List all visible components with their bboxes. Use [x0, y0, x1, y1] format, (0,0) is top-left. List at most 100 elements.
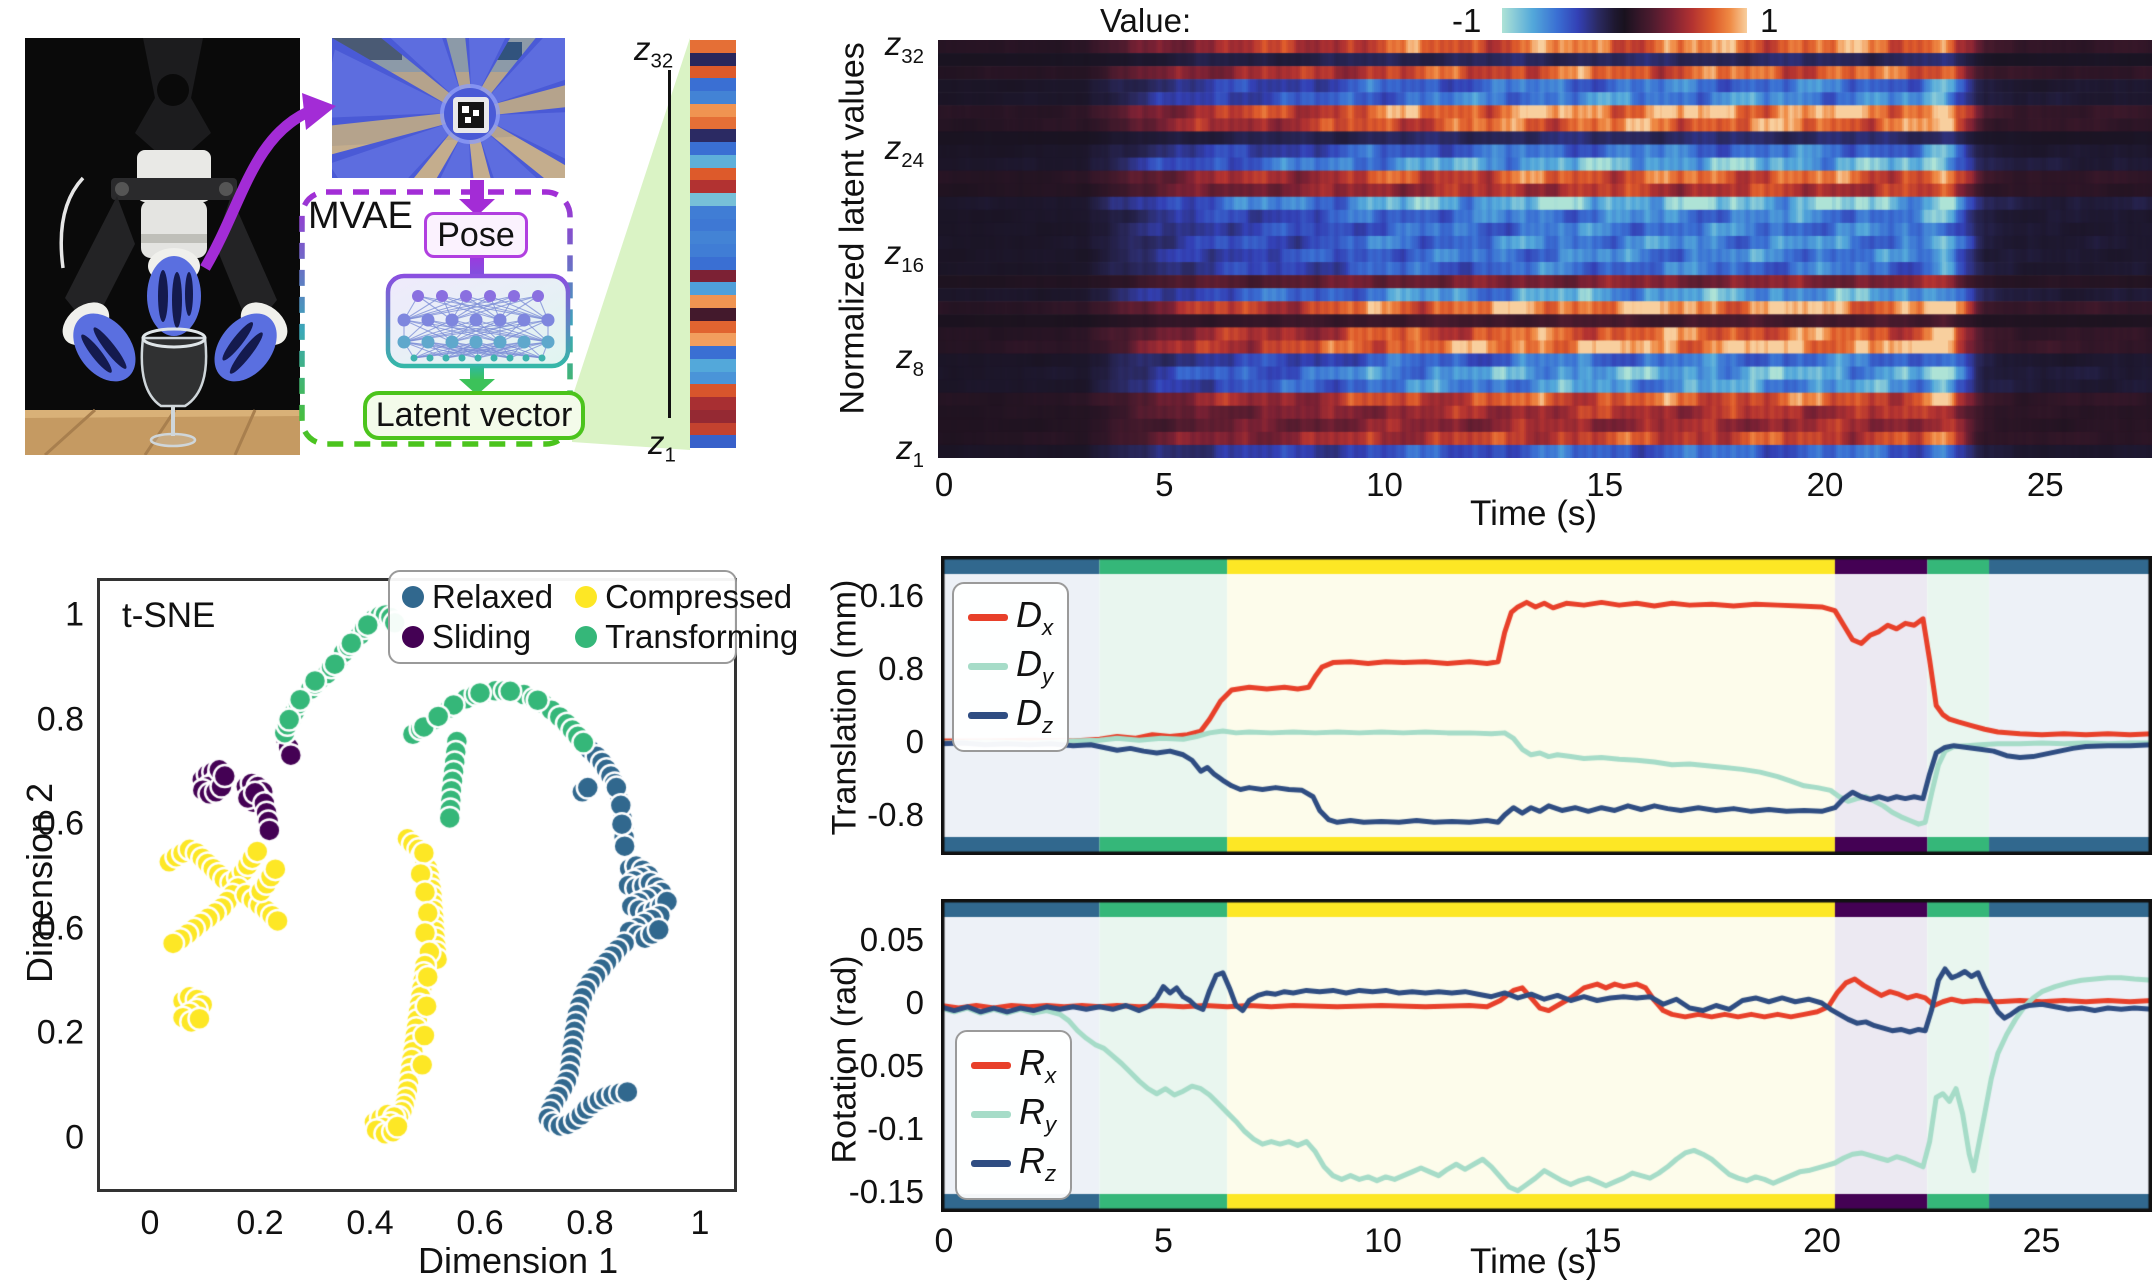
wine-glass [140, 327, 208, 448]
heatmap-ytick: z16 [884, 233, 924, 277]
legend-line-icon [968, 614, 1008, 622]
latent-strip-cell [690, 218, 736, 232]
latent-strip-cell [690, 269, 736, 283]
heatmap-ytick: z8 [896, 338, 924, 381]
latent-strip-cell [690, 422, 736, 436]
camera-to-pose-arrow [459, 199, 495, 216]
legend-line-icon [971, 1111, 1011, 1119]
heatmap-ytick: z32 [884, 24, 924, 68]
latent-strip-cell [690, 282, 736, 295]
legend-label: Sliding [432, 618, 532, 655]
translation-ytick: -0.8 [867, 796, 924, 833]
tsne-xtick: 1 [690, 1204, 710, 1242]
legend-line-icon [971, 1062, 1011, 1070]
latent-strip-cell [690, 129, 736, 142]
latent-strip-cell [690, 320, 736, 334]
tsne-legend: Relaxed Compressed Sliding Transforming [388, 570, 798, 664]
legend-dot-icon [402, 586, 424, 608]
latent-strip-cell [690, 244, 736, 257]
translation-legend-item: Dy [968, 643, 1053, 690]
photo-to-camera-arrow [200, 107, 311, 271]
legend-line-icon [971, 1160, 1011, 1168]
latent-strip-axis-line [668, 70, 671, 418]
tsne-xlabel: Dimension 1 [418, 1240, 619, 1280]
tsne-legend-item: Compressed [575, 578, 798, 616]
tsne-ytick: 1 [65, 595, 84, 634]
translation-ytick: 0 [905, 723, 924, 760]
fingertip-camera-image [332, 38, 565, 178]
heatmap-ytick: z1 [896, 429, 924, 473]
tsne-ytick: 0.8 [36, 700, 84, 739]
legend-label: Relaxed [432, 578, 554, 615]
rotation-ylabel: Rotation (rad) [825, 955, 864, 1164]
translation-ytick: 0.8 [878, 650, 924, 687]
heatmap-xtick: 5 [1155, 466, 1174, 503]
tsne-ytick: 0 [65, 1118, 84, 1157]
latent-strip-cell [690, 91, 736, 104]
fiducial-marker [453, 97, 489, 133]
translation-legend-item: Dx [968, 594, 1053, 641]
tsne-frame [97, 578, 737, 1192]
latent-strip-cell [690, 295, 736, 308]
rotation-legend-item: Rx [971, 1042, 1056, 1089]
tsne-legend-item: Sliding [402, 618, 553, 656]
rotation-xtick: 25 [2022, 1222, 2061, 1260]
rotation-xtick: 5 [1154, 1222, 1173, 1260]
rotation-xtick: 20 [1803, 1222, 1841, 1260]
latent-strip-cell [690, 52, 736, 66]
tsne-xtick: 0.8 [566, 1204, 614, 1242]
heatmap-xtick: 20 [1806, 466, 1844, 503]
tsne-ytick: 0.2 [36, 1013, 84, 1052]
heatmap-xtick: 25 [2026, 466, 2064, 503]
latent-strip-cell [690, 435, 736, 448]
z32-label: z32 [634, 30, 674, 73]
z1-label: z1 [648, 424, 676, 467]
pose-box: Pose [424, 212, 528, 258]
latent-strip-cell [690, 180, 736, 193]
tsne-canvas [97, 578, 737, 1192]
pose-to-network-connector [470, 257, 484, 279]
legend-dot-icon [575, 586, 598, 608]
rotation-ytick: -0.15 [848, 1173, 924, 1210]
latent-strip-cell [690, 371, 736, 385]
latent-wedge [572, 38, 690, 450]
heatmap-xtick: 0 [934, 466, 954, 503]
latent-strip-cell [690, 65, 736, 79]
rotation-ytick: 0.05 [859, 921, 924, 958]
colorbar-gradient [1502, 8, 1747, 33]
tsne-xtick: 0.6 [456, 1204, 504, 1242]
latent-strip-cell [690, 409, 736, 423]
legend-label: Dz [1016, 692, 1054, 739]
tsne-ytick: 0.6 [36, 804, 84, 843]
latent-strip-cell [690, 346, 736, 359]
latent-strip-cell [690, 256, 736, 270]
rotation-xtick: 10 [1364, 1222, 1402, 1260]
tsne-ylabel: Dimension 2 [19, 782, 60, 984]
rotation-legend-item: Rz [971, 1140, 1056, 1187]
network-to-latent-arrow [459, 379, 495, 395]
rotation-legend: Rx Ry Rz [955, 1030, 1073, 1200]
latent-strip-cell [690, 103, 736, 117]
translation-legend: Dx Dy Dz [952, 582, 1070, 752]
latent-strip-cell [690, 358, 736, 372]
latent-heatmap-canvas [938, 40, 2152, 458]
tsne-xtick: 0.4 [346, 1204, 394, 1242]
rotation-ytick: -0.1 [867, 1110, 924, 1147]
latent-strip-cell [690, 154, 736, 168]
rotation-xtick: 0 [934, 1222, 954, 1260]
neural-network-icon [397, 290, 555, 362]
heatmap-xtick: 10 [1366, 466, 1403, 503]
colorbar-min-label: -1 [1452, 2, 1482, 39]
rotation-ytick: -0.05 [848, 1047, 924, 1084]
latent-strip-cell [690, 193, 736, 206]
tsne-xtick: 0.2 [236, 1204, 284, 1242]
heatmap-xlabel: Time (s) [1470, 494, 1598, 533]
mvae-label: MVAE [308, 194, 413, 237]
tsne-xtick: 0 [140, 1204, 160, 1242]
legend-label: Dx [1016, 594, 1054, 641]
legend-label: Transforming [605, 618, 799, 655]
tsne-ytick: 0.6 [36, 909, 84, 948]
latent-strip-cell [690, 167, 736, 181]
tsne-legend-item: Relaxed [402, 578, 553, 616]
